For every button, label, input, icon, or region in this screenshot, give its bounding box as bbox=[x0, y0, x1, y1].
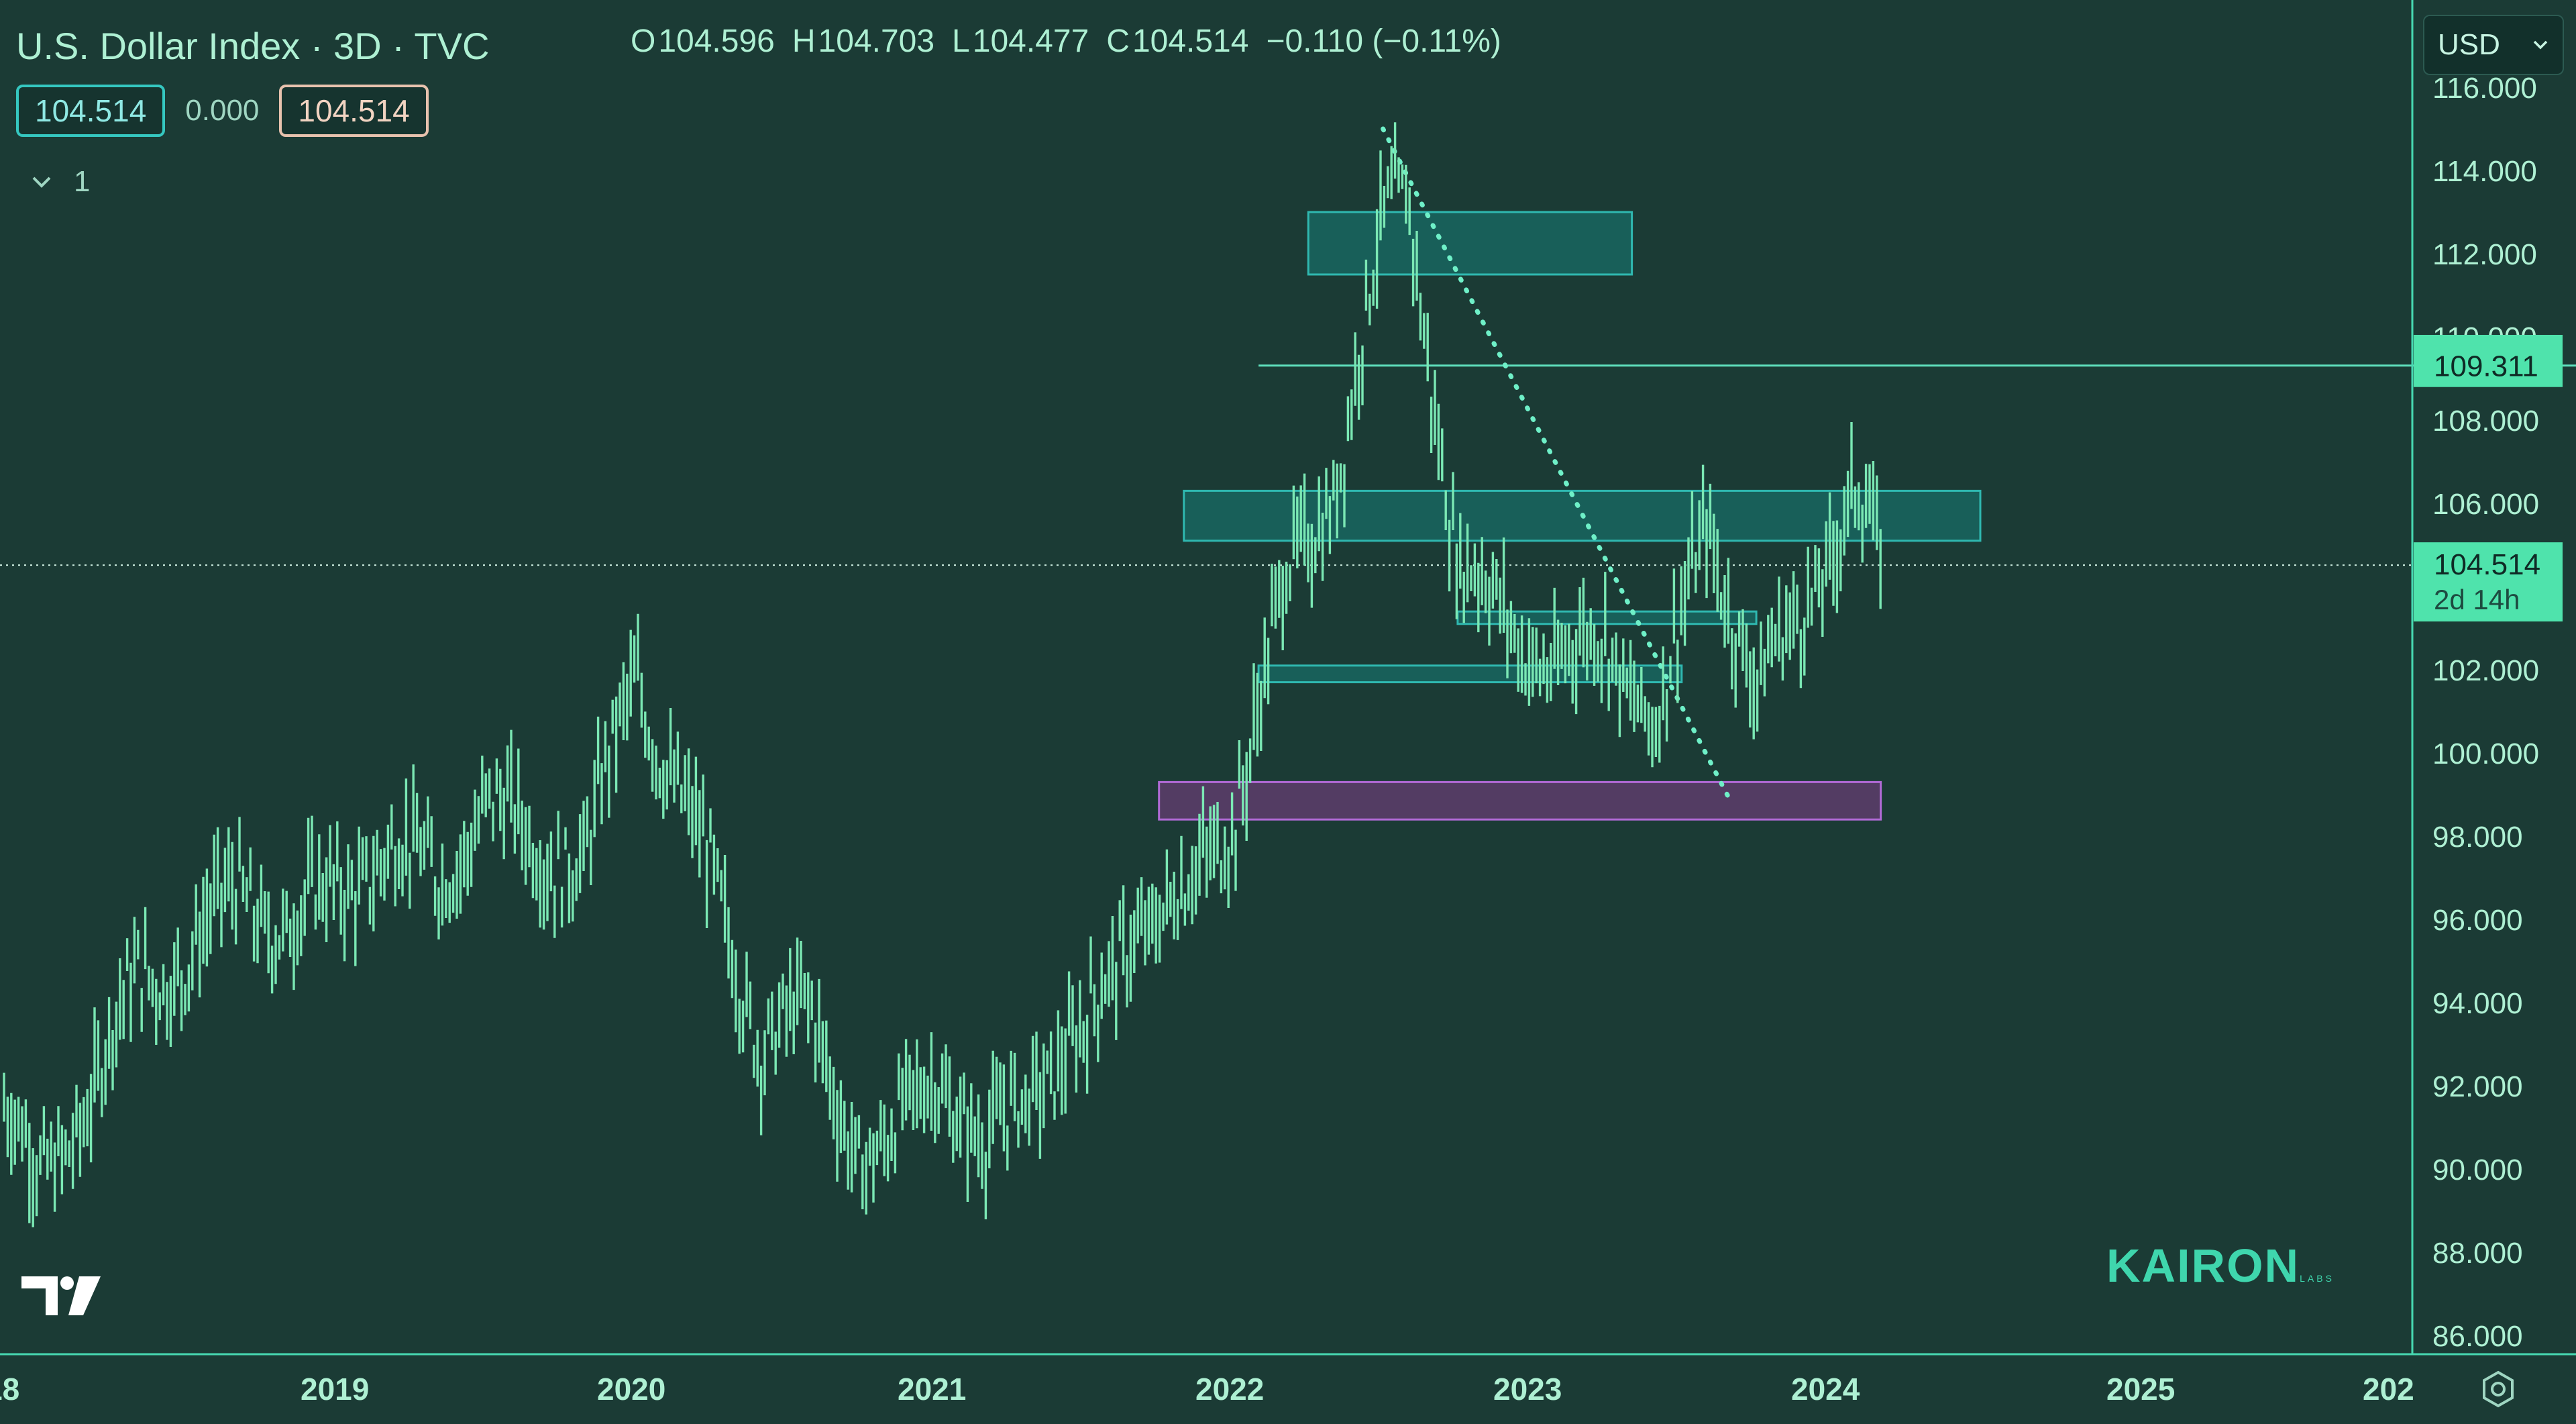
price-tag-label: 109.311 bbox=[2434, 350, 2538, 383]
indicator-count: 1 bbox=[74, 165, 91, 198]
price-tick-label: 112.000 bbox=[2432, 238, 2537, 271]
settings-gear-icon[interactable] bbox=[2478, 1369, 2518, 1409]
time-tick-label: 2025 bbox=[2106, 1372, 2175, 1407]
currency-label: USD bbox=[2438, 28, 2500, 61]
price-tick-label: 94.000 bbox=[2432, 987, 2523, 1020]
time-tick-label: 2020 bbox=[597, 1372, 665, 1407]
chevron-down-icon bbox=[2533, 40, 2548, 50]
price-tick-label: 108.000 bbox=[2432, 405, 2539, 438]
time-tick-label: 2019 bbox=[301, 1372, 369, 1407]
watermark-text: KAIRON bbox=[2106, 1239, 2300, 1292]
price-tag-bg bbox=[2414, 345, 2563, 387]
chevron-down-icon bbox=[32, 176, 51, 188]
open-value: O104.596 bbox=[631, 23, 775, 59]
time-tick-label: 2023 bbox=[1493, 1372, 1562, 1407]
trade-buttons: 104.514 0.000 104.514 bbox=[16, 85, 429, 137]
time-tick-label: 202 bbox=[2363, 1372, 2414, 1407]
close-value: C104.514 bbox=[1106, 23, 1249, 59]
price-tick-label: 88.000 bbox=[2432, 1237, 2523, 1270]
buy-button[interactable]: 104.514 bbox=[279, 85, 429, 137]
low-value: L104.477 bbox=[952, 23, 1089, 59]
high-value: H104.703 bbox=[792, 23, 935, 59]
zone-box-cyan[interactable] bbox=[1456, 610, 1758, 625]
price-tick-label: 100.000 bbox=[2432, 738, 2539, 770]
time-tick-label: 2021 bbox=[898, 1372, 966, 1407]
price-tick-label: 106.000 bbox=[2432, 488, 2539, 521]
last-price-tag-bg bbox=[2414, 542, 2563, 622]
time-tick-label: 2022 bbox=[1195, 1372, 1264, 1407]
indicators-toggle[interactable]: 1 bbox=[30, 165, 90, 199]
price-tick-label: 90.000 bbox=[2432, 1154, 2523, 1186]
price-tick-label: 86.000 bbox=[2432, 1320, 2523, 1353]
price-tick-label: 116.000 bbox=[2432, 72, 2537, 105]
zone-layer[interactable] bbox=[1158, 211, 1982, 821]
drawing-layer[interactable] bbox=[0, 126, 2576, 805]
price-tick-label: 98.000 bbox=[2432, 821, 2523, 854]
price-tick-label: 96.000 bbox=[2432, 904, 2523, 937]
time-axis[interactable]: 18 2019 2020 2021 2022 2023 2024 2025 202 bbox=[0, 1372, 2414, 1407]
currency-selector[interactable]: USD bbox=[2423, 15, 2564, 75]
last-price-tag-label: 104.514 bbox=[2434, 548, 2540, 581]
symbol-header[interactable]: U.S. Dollar Index · 3D · TVC bbox=[16, 19, 489, 72]
spread-value: 0.000 bbox=[185, 94, 260, 127]
candle-series bbox=[3, 122, 1882, 1227]
time-tick-label: 2024 bbox=[1791, 1372, 1860, 1407]
bar-countdown-label: 2d 14h bbox=[2434, 584, 2520, 615]
ohlc-values: O104.596 H104.703 L104.477 C104.514 −0.1… bbox=[631, 23, 1501, 60]
change-value: −0.110 (−0.11%) bbox=[1266, 23, 1501, 59]
price-tick-label: 92.000 bbox=[2432, 1070, 2523, 1103]
sell-button[interactable]: 104.514 bbox=[16, 85, 166, 137]
tradingview-logo bbox=[21, 1276, 101, 1315]
price-axis[interactable]: 86.000 88.000 90.000 92.000 94.000 96.000 98.0… bbox=[2432, 72, 2539, 1353]
kairon-watermark: KAIRONLABS bbox=[2106, 1239, 2334, 1292]
price-tick-label: 102.000 bbox=[2432, 654, 2539, 687]
price-tick-label: 114.000 bbox=[2432, 155, 2537, 188]
zone-box-cyan[interactable] bbox=[1257, 664, 1683, 684]
symbol-title[interactable]: U.S. Dollar Index · 3D · TVC bbox=[16, 24, 490, 67]
candles-layer bbox=[3, 122, 1882, 1227]
watermark-sub: LABS bbox=[2300, 1273, 2334, 1284]
zone-box-cyan[interactable] bbox=[1307, 211, 1633, 276]
support-zone-purple[interactable] bbox=[1158, 780, 1882, 821]
time-tick-label: 18 bbox=[0, 1372, 19, 1407]
